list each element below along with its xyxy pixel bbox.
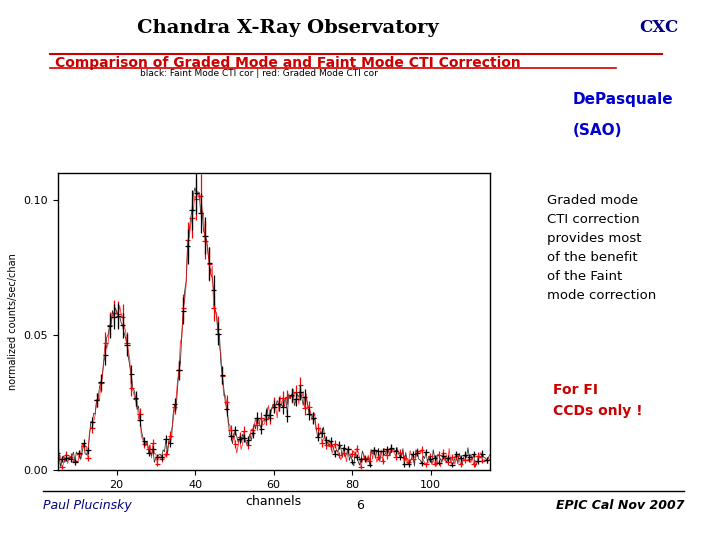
Text: Chandra X-Ray Observatory: Chandra X-Ray Observatory: [137, 19, 439, 37]
Text: For FI
CCDs only !: For FI CCDs only !: [553, 383, 642, 418]
Text: Graded mode
CTI correction
provides most
of the benefit
of the Faint
mode correc: Graded mode CTI correction provides most…: [547, 194, 657, 302]
Y-axis label: normalized counts/sec/chan: normalized counts/sec/chan: [8, 253, 18, 390]
Text: Paul Plucinsky: Paul Plucinsky: [43, 499, 132, 512]
Text: CXC: CXC: [639, 19, 678, 36]
Text: EPIC Cal Nov 2007: EPIC Cal Nov 2007: [556, 499, 684, 512]
Text: DePasquale: DePasquale: [572, 92, 673, 107]
Text: 6: 6: [356, 499, 364, 512]
Text: black: Faint Mode CTI cor | red: Graded Mode CTI cor: black: Faint Mode CTI cor | red: Graded …: [140, 69, 378, 78]
Text: (SAO): (SAO): [572, 123, 622, 138]
X-axis label: channels: channels: [246, 495, 302, 508]
Text: Comparison of Graded Mode and Faint Mode CTI Correction: Comparison of Graded Mode and Faint Mode…: [55, 56, 521, 70]
